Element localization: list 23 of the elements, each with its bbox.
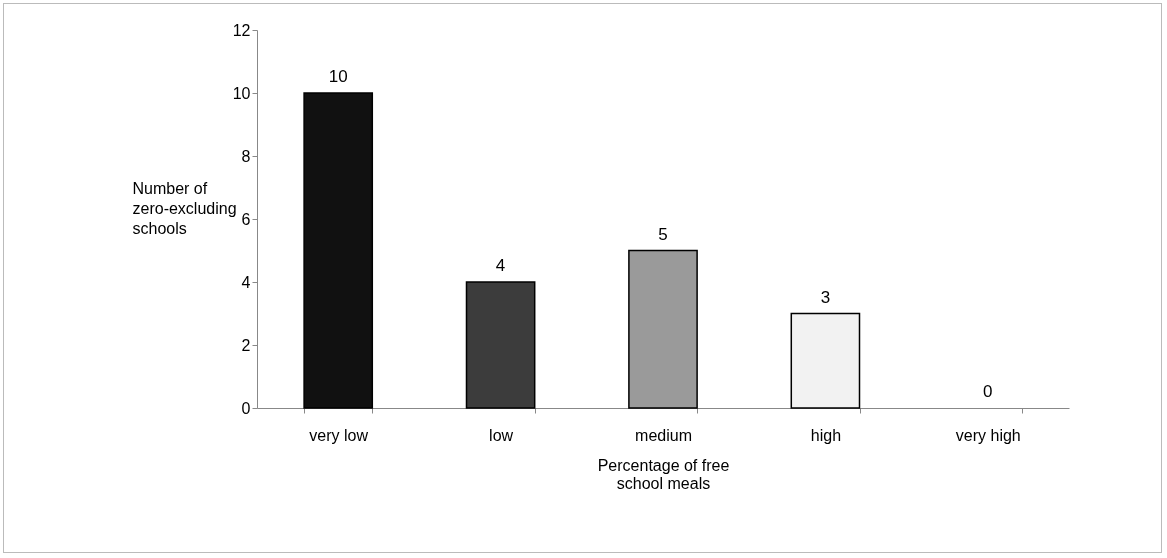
x-axis-title: Percentage of free school meals — [597, 456, 730, 492]
data-label: 10 — [328, 67, 348, 86]
x-tick-label: very high — [955, 426, 1021, 444]
data-label: 0 — [983, 382, 993, 401]
y-tick-label: 2 — [241, 336, 251, 354]
y-tick-label: 6 — [241, 210, 251, 228]
x-tick-label: very low — [309, 426, 369, 444]
y-axis-title: Number of zero-excluding schools — [132, 179, 237, 237]
y-tick-label: 4 — [241, 273, 251, 291]
bar — [465, 281, 536, 409]
y-tick-label: 10 — [232, 84, 251, 102]
bar — [303, 92, 374, 409]
x-tick-label: medium — [635, 426, 692, 444]
y-tick-label: 8 — [241, 147, 251, 165]
x-tick-label: low — [489, 426, 514, 444]
y-tick-label: 0 — [241, 399, 251, 417]
bar — [790, 312, 861, 409]
data-label: 4 — [495, 256, 506, 275]
data-label: 3 — [820, 287, 831, 307]
x-tick-label: high — [810, 426, 842, 444]
y-tick-label: 12 — [232, 21, 251, 39]
bar — [628, 249, 698, 409]
data-label: 5 — [658, 224, 668, 244]
